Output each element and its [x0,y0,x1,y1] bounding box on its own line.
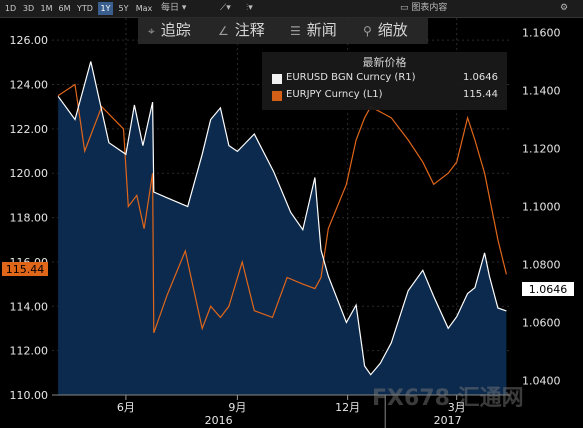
range-1m[interactable]: 1M [40,4,53,13]
right-tick-label: 1.0400 [522,375,561,388]
zoom-tool[interactable]: ⚲ 缩放 [363,17,408,44]
legend-value-eurusd: 1.0646 [463,72,498,83]
last-marker-left: 115.44 [2,262,48,276]
left-tick-label: 122.00 [10,123,49,136]
left-tick-label: 120.00 [10,167,49,180]
chart-toolbar: ⌖ 追踪 ∠ 注释 ☰ 新闻 ⚲ 缩放 [138,17,428,44]
x-tick-label: 12月 [335,401,360,414]
right-tick-label: 1.1600 [522,27,561,40]
year-label-2016: 2016 [205,414,233,427]
range-ytd[interactable]: YTD [77,4,93,13]
eurjpy-line [57,83,507,334]
left-tick-label: 124.00 [10,79,49,92]
legend-item-eurjpy[interactable]: EURJPY Curncy (L1) 115.44 [272,89,504,103]
left-tick-label: 112.00 [10,345,49,358]
last-marker-right: 1.0646 [522,282,574,296]
x-tick-label: 3月 [448,401,466,414]
year-label-2017: 2017 [434,414,462,427]
zoom-label: 缩放 [377,21,408,39]
legend-panel: 最新价格 EURUSD BGN Curncy (R1) 1.0646 EURJP… [262,52,507,110]
track-label: 追踪 [160,21,191,39]
track-tool[interactable]: ⌖ 追踪 [148,17,191,44]
legend-name-eurjpy: EURJPY Curncy (L1) [286,89,383,100]
annotate-label: 注释 [234,21,265,39]
right-axis: 1.0400 1.0600 1.0800 1.1000 1.1200 1.1400 1.16… [522,27,561,388]
bar-style-icon[interactable]: ⫶▾ [246,3,253,13]
range-1y[interactable]: 1Y [98,2,113,15]
range-5y[interactable]: 5Y [118,4,129,13]
last-value-right: 1.0646 [529,283,568,296]
crosshair-icon: ⌖ [148,24,155,38]
last-value-left: 115.44 [6,263,45,276]
left-tick-label: 110.00 [10,389,49,402]
legend-swatch-eurusd [272,74,282,84]
news-icon: ☰ [290,24,301,38]
left-tick-label: 114.00 [10,300,49,313]
eurusd-area [58,61,507,395]
left-tick-label: 126.00 [10,34,49,47]
chart-content-menu[interactable]: ▭ 图表内容 [400,3,448,13]
legend-value-eurjpy: 115.44 [463,89,498,100]
right-tick-label: 1.1200 [522,143,561,156]
x-axis: 6月 9月 12月 3月 2016 2017 [52,394,510,428]
right-tick-label: 1.1400 [522,85,561,98]
pencil-icon: ∠ [218,24,229,38]
legend-title: 最新价格 [362,56,407,69]
left-axis: 110.00112.00114.00116.00118.00120.00122.… [10,34,49,402]
range-1d[interactable]: 1D [4,4,17,13]
range-max[interactable]: Max [135,4,153,13]
range-6m[interactable]: 6M [58,4,71,13]
gear-icon[interactable]: ⚙ [560,3,569,13]
eurusd-line [57,61,507,376]
right-tick-label: 1.1000 [522,201,561,214]
left-tick-label: 118.00 [10,212,49,225]
legend-swatch-eurjpy [272,91,282,101]
right-tick-label: 1.0600 [522,317,561,330]
x-tick-label: 9月 [228,401,246,414]
news-tool[interactable]: ☰ 新闻 [290,17,337,44]
range-bar: 1D 3D 1M 6M YTD 1Y 5Y Max 每日 ▾ ⟋▾ ⫶▾ ▭ 图表内容 ⚙ [0,0,583,18]
range-3d[interactable]: 3D [22,4,35,13]
watermark: FX678 汇通网 [372,386,524,411]
legend-item-eurusd[interactable]: EURUSD BGN Curncy (R1) 1.0646 [272,72,504,86]
frequency-select[interactable]: 每日 ▾ [161,3,187,13]
news-label: 新闻 [306,21,337,39]
line-style-icon[interactable]: ⟋▾ [220,3,231,13]
legend-name-eurusd: EURUSD BGN Curncy (R1) [286,72,416,83]
search-icon: ⚲ [363,24,372,38]
annotate-tool[interactable]: ∠ 注释 [218,17,265,44]
x-tick-label: 6月 [117,401,135,414]
right-tick-label: 1.0800 [522,259,561,272]
